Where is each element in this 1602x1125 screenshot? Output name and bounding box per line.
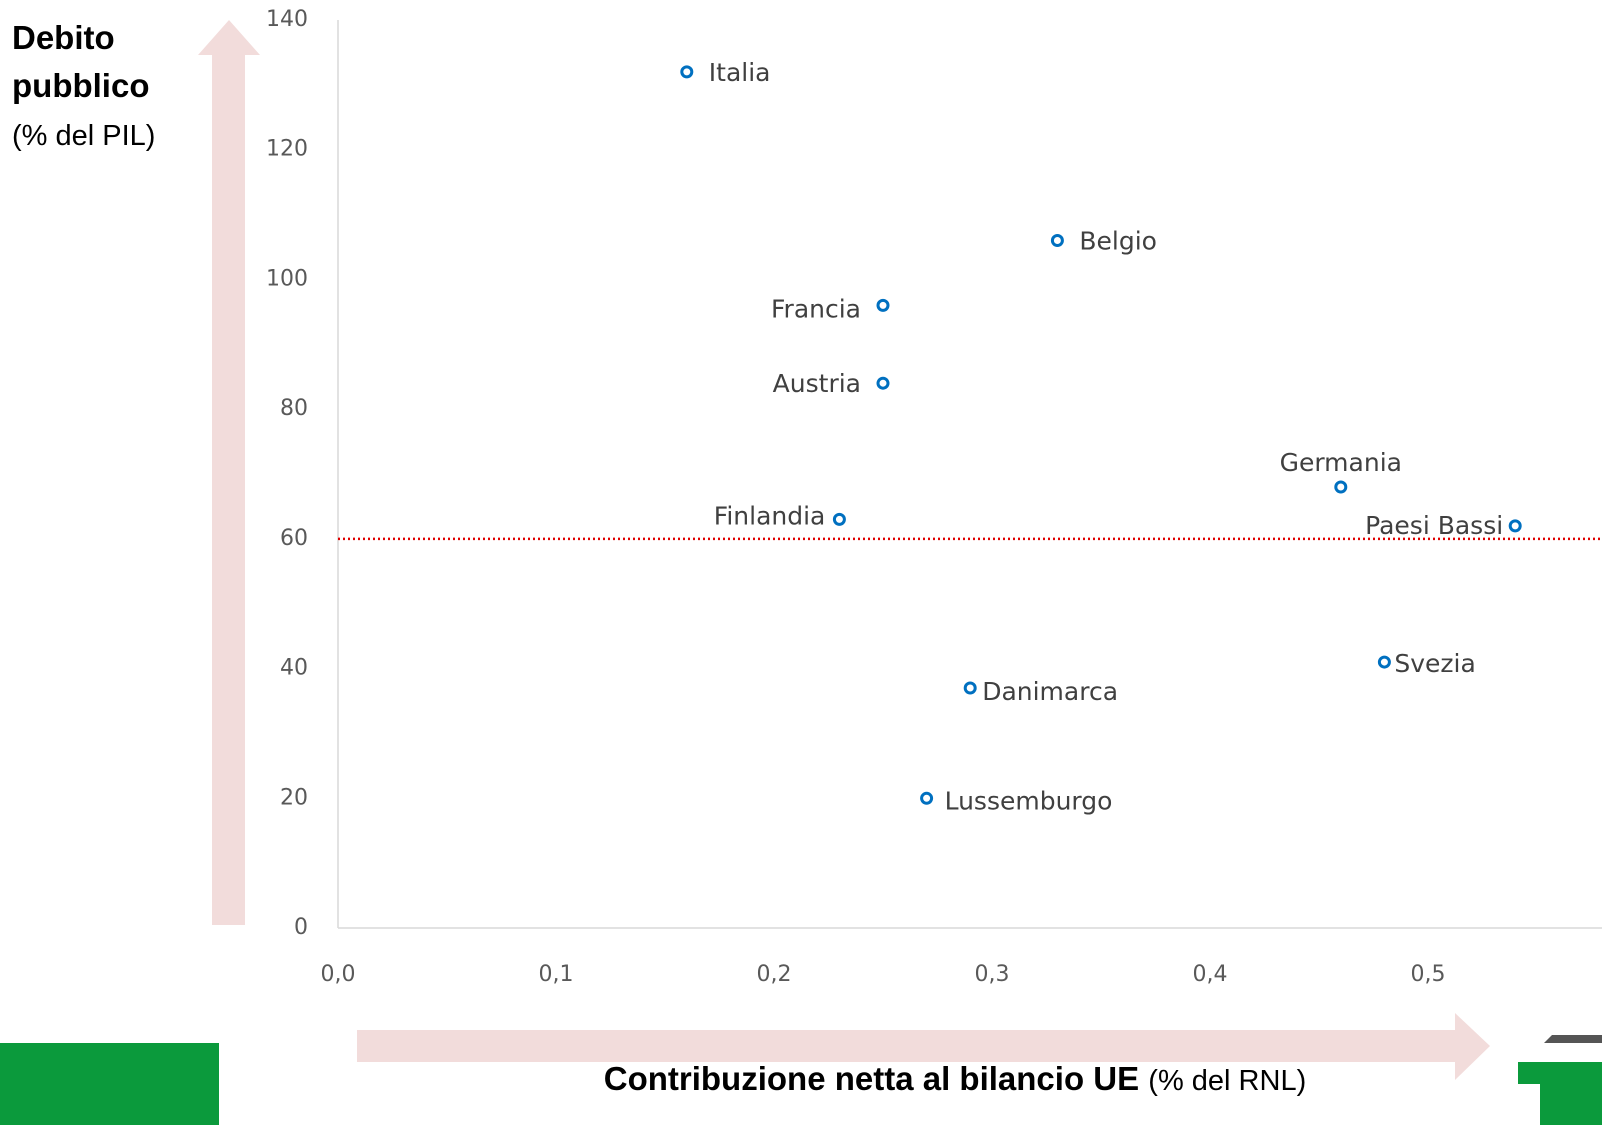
- x-arrow: [357, 1013, 1490, 1080]
- logo: [1518, 1035, 1602, 1125]
- point: [832, 512, 846, 526]
- x-tick-label: 0,3: [975, 962, 1010, 987]
- y-tick-label: 20: [280, 785, 308, 810]
- point-label: Austria: [773, 369, 861, 398]
- point-label: Francia: [771, 294, 861, 323]
- x-label: Contribuzione netta al bilancio UE: [603, 1060, 1140, 1097]
- y-axis-title: Debito pubblico (% del PIL): [12, 14, 202, 160]
- point: [1508, 519, 1522, 533]
- point: [1334, 480, 1348, 494]
- point-label: Finlandia: [714, 501, 826, 530]
- y-arrow: [198, 20, 260, 925]
- x-tick-label: 0,0: [321, 962, 356, 987]
- y-tick-label: 40: [280, 656, 308, 681]
- x-tick-label: 0,2: [757, 962, 792, 987]
- green-block: [0, 1043, 219, 1125]
- y-label: Debito pubblico: [12, 19, 150, 104]
- point: [876, 298, 890, 312]
- x-tick-label: 0,4: [1193, 962, 1228, 987]
- y-tick-label: 80: [280, 396, 308, 421]
- y-tick-label: 0: [294, 915, 308, 940]
- y-tick-label: 100: [266, 266, 308, 291]
- x-axis-title: Contribuzione netta al bilancio UE (% de…: [400, 1060, 1510, 1098]
- point: [1377, 655, 1391, 669]
- x-label-unit: (% del RNL): [1148, 1065, 1307, 1097]
- point-label: Danimarca: [982, 677, 1118, 706]
- x-tick-label: 0,5: [1411, 962, 1446, 987]
- y-label-unit: (% del PIL): [12, 120, 156, 152]
- point-label: Italia: [709, 58, 771, 87]
- point: [680, 65, 694, 79]
- point: [876, 376, 890, 390]
- point: [1050, 234, 1064, 248]
- y-tick-label: 60: [280, 526, 308, 551]
- point-label: Paesi Bassi: [1365, 511, 1503, 540]
- x-tick-label: 0,1: [539, 962, 574, 987]
- y-tick-label: 120: [266, 137, 308, 162]
- y-tick-label: 140: [266, 7, 308, 32]
- point: [963, 681, 977, 695]
- point-label: Svezia: [1394, 649, 1475, 678]
- point: [920, 791, 934, 805]
- point-label: Germania: [1280, 448, 1402, 477]
- point-label: Belgio: [1079, 227, 1157, 256]
- point-label: Lussemburgo: [945, 786, 1113, 815]
